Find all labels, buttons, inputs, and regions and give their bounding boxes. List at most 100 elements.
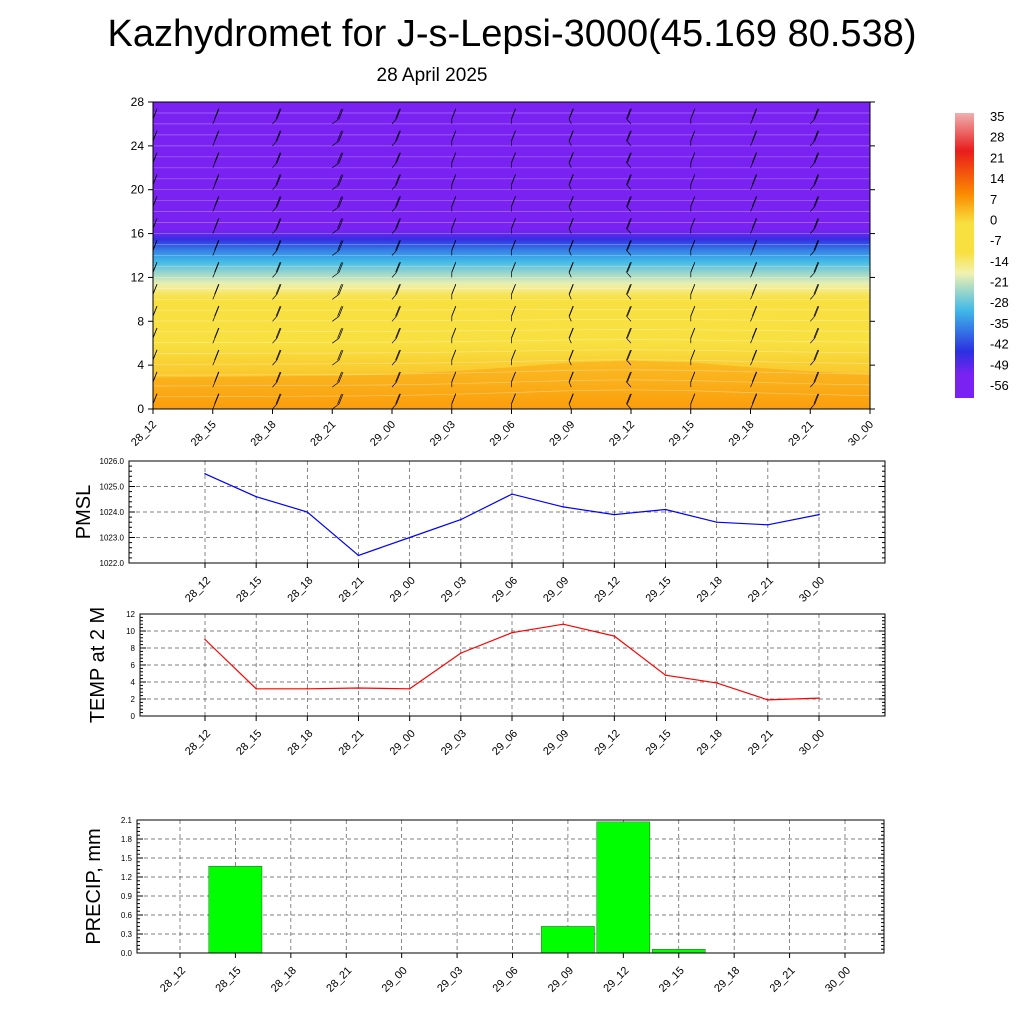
barb-feather — [690, 218, 696, 229]
barb-feather — [395, 349, 400, 361]
barb-feather — [275, 130, 281, 141]
barb-staff — [750, 403, 754, 409]
barb-feather — [751, 371, 757, 383]
x-tick-label: 28_18 — [285, 575, 315, 605]
barb-feather — [568, 196, 574, 207]
barb-feather — [153, 87, 157, 97]
barb-feather — [569, 393, 574, 404]
barb-feather — [627, 284, 632, 295]
barb-feather — [153, 349, 158, 361]
x-tick-label: 28_15 — [234, 728, 264, 758]
barb-feather — [395, 262, 400, 273]
barb-feather — [815, 87, 819, 97]
x-tick-label: 28_12 — [183, 728, 213, 758]
barb-staff — [568, 272, 572, 278]
barb-feather — [276, 87, 280, 97]
barb-feather — [690, 108, 696, 119]
temp-2m-point — [204, 638, 206, 641]
barb-staff — [630, 102, 631, 103]
barb-feather — [569, 284, 574, 295]
barb-feather — [214, 240, 220, 251]
barb-feather — [451, 108, 457, 119]
wind-barbs — [153, 87, 874, 409]
y-tick-label: 1.5 — [121, 854, 133, 863]
barb-feather — [869, 358, 870, 360]
barb-feather — [153, 130, 158, 141]
x-tick-label: 29_18 — [727, 419, 757, 449]
barb-feather — [395, 152, 400, 163]
barb-feather — [568, 393, 574, 404]
barb-feather — [338, 371, 344, 383]
barb-feather — [337, 328, 342, 339]
barb-feather — [214, 349, 219, 361]
barb-feather — [214, 284, 219, 295]
barb-staff — [272, 140, 278, 147]
barb-feather — [338, 152, 344, 163]
barb-feather — [277, 87, 281, 97]
barb-feather — [452, 87, 456, 97]
barb-feather — [396, 393, 401, 405]
barb-feather — [627, 174, 632, 185]
barb-feather — [214, 196, 220, 207]
isotherm-line — [153, 329, 870, 333]
barb-feather — [751, 305, 757, 317]
barb-feather — [814, 393, 820, 405]
barb-feather — [627, 130, 632, 141]
barb-staff — [212, 162, 216, 168]
temp-2m-panel: 0 2 4 6 8 10 12 28_12 28_15 28_18 28_21 29_00 29_03 2… — [87, 607, 886, 758]
barb-staff — [750, 140, 754, 147]
barb-feather — [626, 196, 631, 207]
pmsl-point — [204, 473, 206, 475]
barb-feather — [276, 327, 282, 339]
barb-feather — [569, 130, 574, 141]
barb-feather — [568, 174, 574, 185]
isotherm-line — [153, 349, 870, 354]
x-tick-label: 29_03 — [439, 728, 469, 758]
barb-staff — [332, 250, 340, 256]
barb-feather — [338, 87, 342, 97]
barb-feather — [813, 218, 819, 229]
barb-feather — [869, 315, 870, 317]
barb-feather — [690, 349, 696, 361]
barb-feather — [338, 196, 344, 207]
colorbar-label: 21 — [990, 150, 1004, 165]
barb-feather — [626, 349, 631, 361]
barb-staff — [626, 140, 632, 147]
cross-section-panel: 0 4 8 12 16 20 24 28 28_12 28_15 28_18 28_21 29_00 29… — [129, 87, 876, 449]
barb-feather — [752, 349, 758, 361]
barb-staff — [332, 381, 340, 388]
barb-feather — [869, 402, 870, 404]
barb-feather — [627, 240, 632, 251]
barb-feather — [752, 152, 758, 163]
barb-staff — [332, 272, 340, 278]
barb-feather — [337, 240, 342, 251]
barb-feather — [813, 108, 819, 119]
barb-staff — [750, 381, 754, 388]
barb-staff — [212, 272, 216, 278]
barb-feather — [627, 393, 632, 405]
barb-feather — [626, 152, 631, 163]
colorbar-label: 7 — [990, 192, 997, 207]
barb-feather — [869, 117, 870, 119]
barb-staff — [332, 118, 340, 125]
barb-feather — [569, 196, 574, 207]
x-tick-label: 28_15 — [234, 575, 264, 605]
barb-feather — [153, 218, 158, 229]
barb-feather — [870, 87, 874, 97]
barb-feather — [869, 183, 870, 185]
barb-feather — [690, 305, 696, 317]
barb-feather — [690, 262, 696, 273]
barb-feather — [512, 87, 516, 97]
barb-staff — [810, 403, 816, 409]
barb-feather — [568, 218, 574, 229]
barb-staff — [391, 315, 397, 322]
barb-feather — [276, 349, 282, 361]
barb-feather — [396, 130, 401, 141]
barb-feather — [214, 130, 219, 141]
temp-2m-point — [818, 697, 820, 699]
y-tick-label: 8 — [131, 644, 136, 653]
barb-staff — [272, 250, 278, 256]
barb-feather — [751, 240, 757, 251]
x-tick-label: 29_15 — [667, 419, 697, 449]
barb-staff — [568, 140, 572, 147]
